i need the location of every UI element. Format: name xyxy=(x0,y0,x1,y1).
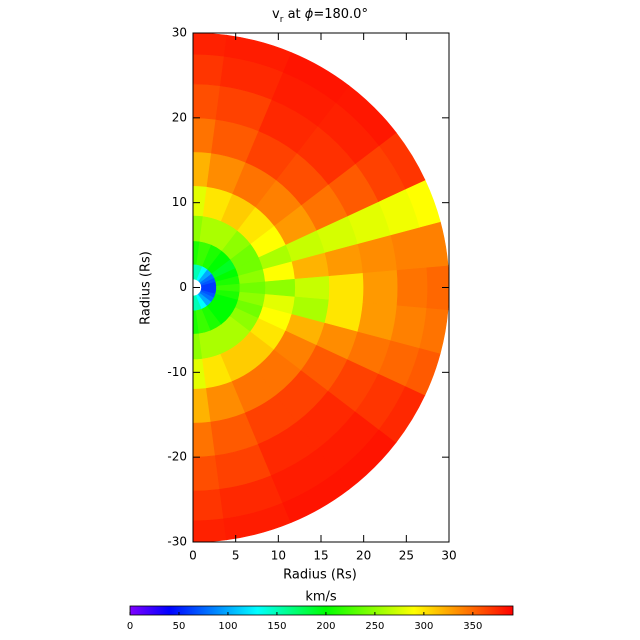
heat-cell xyxy=(192,83,221,120)
heat-cell xyxy=(328,272,364,303)
colorbar-tick-label: 200 xyxy=(316,621,335,632)
title-part: ϕ xyxy=(305,7,314,22)
title-part: =180.0° xyxy=(313,7,368,22)
y-tick-label: 0 xyxy=(179,280,187,294)
colorbar-tick-label: 250 xyxy=(365,621,384,632)
y-tick-label: 30 xyxy=(172,26,187,40)
x-tick-label: 0 xyxy=(189,549,197,563)
heat-cell xyxy=(192,32,227,57)
heat-cell xyxy=(192,489,224,522)
x-tick-label: 10 xyxy=(271,549,286,563)
heat-cell xyxy=(294,275,330,300)
colorbar-tick-label: 100 xyxy=(218,621,237,632)
title-part: r xyxy=(280,15,284,25)
heat-cell xyxy=(192,53,224,86)
x-tick-label: 15 xyxy=(313,549,328,563)
x-tick-label: 25 xyxy=(399,549,414,563)
colorbar-tick-label: 350 xyxy=(463,621,482,632)
x-tick-label: 30 xyxy=(441,549,456,563)
heat-cell xyxy=(192,518,227,543)
x-tick-label: 20 xyxy=(356,549,371,563)
y-tick-label: -10 xyxy=(167,365,187,379)
colorbar-tick-label: 0 xyxy=(127,621,133,632)
chart-title: vr at ϕ=180.0° xyxy=(272,7,368,25)
title-part: v xyxy=(272,7,280,22)
x-axis-label: Radius (Rs) xyxy=(283,568,357,583)
y-tick-label: 10 xyxy=(172,195,187,209)
heat-cell xyxy=(362,269,399,306)
heat-cell xyxy=(396,266,428,309)
y-tick-label: -30 xyxy=(167,535,187,549)
title-part: at xyxy=(283,7,304,22)
colorbar-tick-label: 300 xyxy=(414,621,433,632)
colorbar-label: km/s xyxy=(305,590,337,605)
y-axis-label: Radius (Rs) xyxy=(139,251,154,325)
y-tick-label: 20 xyxy=(172,110,187,124)
colorbar xyxy=(129,605,514,616)
x-tick-label: 5 xyxy=(232,549,240,563)
heat-cell xyxy=(264,278,296,297)
colorbar-tick-label: 50 xyxy=(173,621,186,632)
colorbar-tick-label: 150 xyxy=(267,621,286,632)
y-tick-label: -20 xyxy=(167,450,187,464)
